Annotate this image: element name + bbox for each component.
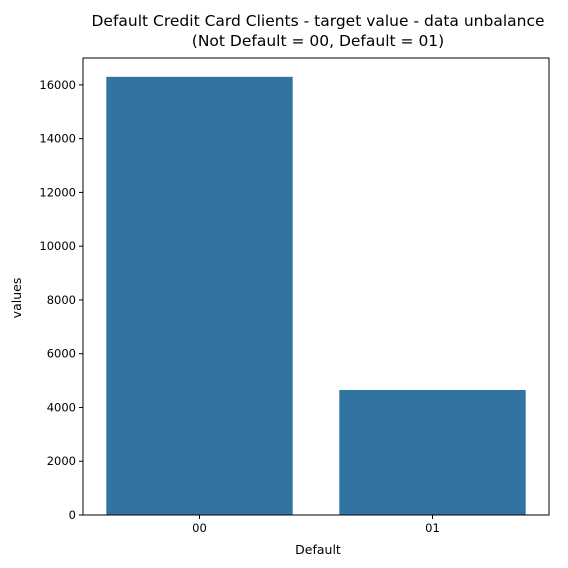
chart-subtitle: (Not Default = 00, Default = 01) xyxy=(192,32,444,50)
bar-01 xyxy=(339,389,526,515)
y-tick-label: 10000 xyxy=(39,239,76,253)
x-tick-label: 01 xyxy=(425,521,440,535)
chart-title: Default Credit Card Clients - target val… xyxy=(91,12,544,30)
plot-frame xyxy=(82,57,550,516)
y-tick-label: 8000 xyxy=(47,293,76,307)
x-tick-label: 00 xyxy=(192,521,207,535)
y-tick-label: 16000 xyxy=(39,78,76,92)
y-tick-label: 14000 xyxy=(39,132,76,146)
y-axis-label: values xyxy=(9,278,24,319)
x-axis-label: Default xyxy=(295,542,341,557)
bars xyxy=(106,76,526,515)
y-tick-label: 6000 xyxy=(47,347,76,361)
bar-00 xyxy=(106,76,293,515)
x-axis-ticks: 00 01 xyxy=(192,515,440,535)
y-tick-label: 0 xyxy=(69,508,76,522)
y-tick-label: 12000 xyxy=(39,185,76,199)
y-tick-label: 4000 xyxy=(47,400,76,414)
y-axis-ticks: 0 2000 4000 6000 8000 10000 12000 14000 16000 xyxy=(39,78,83,522)
y-tick-label: 2000 xyxy=(47,454,76,468)
